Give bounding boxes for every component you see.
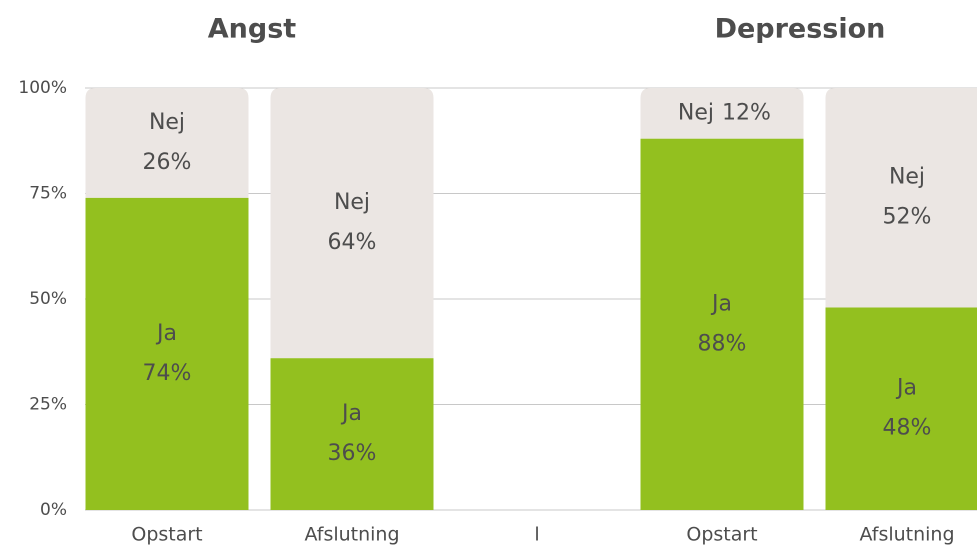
segment-label-name: Nej bbox=[149, 110, 185, 135]
bar-segment bbox=[640, 88, 804, 139]
x-tick-label: Opstart bbox=[686, 524, 757, 546]
x-tick-label: Opstart bbox=[131, 524, 202, 546]
group-title: Depression bbox=[715, 14, 886, 45]
y-tick-label: 50% bbox=[29, 289, 67, 309]
y-tick-label: 0% bbox=[40, 500, 67, 520]
y-tick-label: 25% bbox=[29, 395, 67, 415]
segment-label-value: 12% bbox=[722, 100, 771, 125]
segment-label-value: 26% bbox=[143, 150, 192, 175]
bar-segment bbox=[85, 88, 249, 198]
segment-label-value: 88% bbox=[698, 331, 747, 356]
segment-label-name: Nej bbox=[678, 100, 714, 125]
segment-label-name: Ja bbox=[710, 291, 732, 316]
bar-segment bbox=[270, 358, 434, 510]
segment-label-name: Nej bbox=[334, 190, 370, 215]
bar-segment bbox=[85, 197, 249, 510]
x-tick-label: Afslutning bbox=[859, 524, 954, 546]
bar-segment bbox=[825, 88, 977, 308]
segment-label-name: Ja bbox=[155, 321, 177, 346]
segment-label-value: 36% bbox=[328, 441, 377, 466]
segment-label-name: Ja bbox=[340, 401, 362, 426]
bar-segment bbox=[825, 307, 977, 510]
segment-label-value: 52% bbox=[883, 205, 932, 230]
group-title: Angst bbox=[208, 14, 297, 45]
segment-label-name: Ja bbox=[895, 376, 917, 401]
segment-label-value: 48% bbox=[883, 416, 932, 441]
y-tick-label: 75% bbox=[29, 184, 67, 204]
y-tick-label: 100% bbox=[18, 78, 67, 98]
bar-segment bbox=[640, 138, 804, 510]
segment-label-value: 74% bbox=[143, 361, 192, 386]
x-tick-label: Afslutning bbox=[304, 524, 399, 546]
segment-label-value: 64% bbox=[328, 230, 377, 255]
bar-segment bbox=[270, 88, 434, 359]
x-tick-label: l bbox=[534, 524, 539, 546]
segment-label-name: Nej bbox=[889, 165, 925, 190]
